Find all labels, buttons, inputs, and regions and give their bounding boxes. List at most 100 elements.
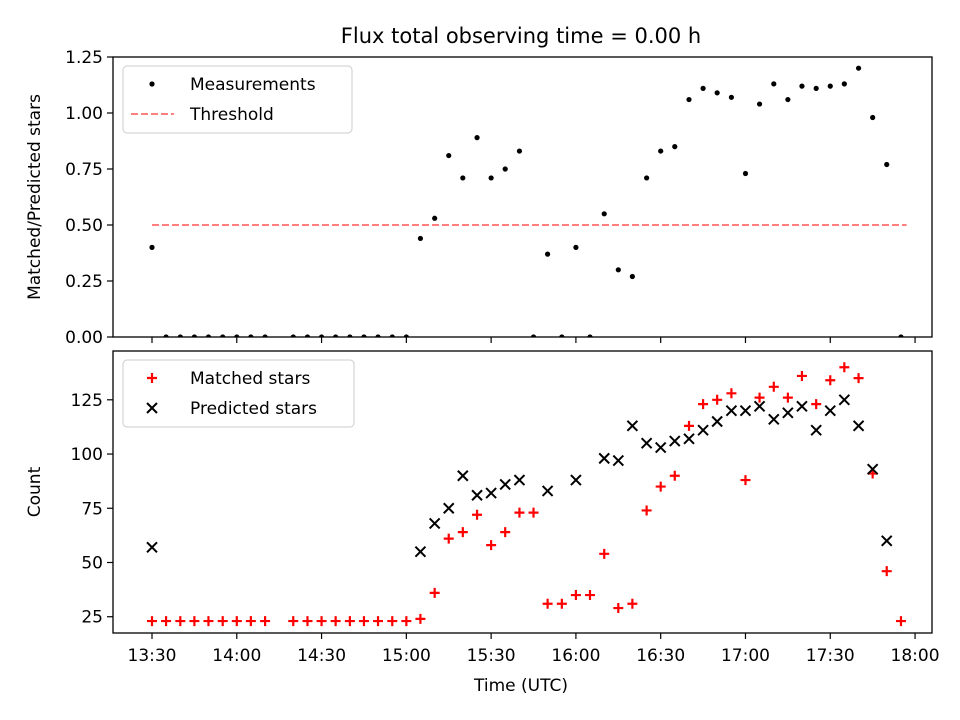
predicted-star-point <box>598 452 610 465</box>
matched-star-point <box>570 590 581 601</box>
matched-star-point <box>147 616 157 627</box>
matched-star-point <box>811 399 822 410</box>
predicted-star-point <box>146 541 158 554</box>
x-tick-label: 14:00 <box>212 646 261 666</box>
matched-star-point <box>528 507 539 518</box>
legend-label: Measurements <box>190 75 316 95</box>
y-tick-label: 1.25 <box>65 48 103 68</box>
legend-box <box>122 359 355 428</box>
measurement-point <box>756 101 763 107</box>
chart-title: Flux total observing time = 0.00 h <box>341 24 701 48</box>
predicted-star-point <box>414 545 427 558</box>
predicted-star-point <box>810 424 822 436</box>
legend-marker-matched <box>147 373 157 383</box>
measurement-point <box>446 152 452 159</box>
matched-star-point <box>217 616 228 627</box>
measurement-point <box>813 85 819 91</box>
predicted-star-point <box>626 420 639 432</box>
matched-star-point <box>613 603 624 614</box>
matched-star-point <box>373 616 384 627</box>
matched-star-point <box>288 616 299 627</box>
measurement-point <box>841 81 847 87</box>
predicted-star-point <box>852 420 865 432</box>
matched-star-point <box>443 533 454 544</box>
measurement-point <box>502 166 508 172</box>
matched-star-point <box>782 392 793 403</box>
measurement-point <box>488 175 494 181</box>
matched-star-point <box>358 616 369 627</box>
measurement-point <box>516 148 523 154</box>
matched-star-point <box>486 540 497 551</box>
measurement-point <box>728 94 735 100</box>
predicted-star-point <box>683 433 695 445</box>
matched-star-point <box>387 616 398 627</box>
predicted-star-point <box>782 407 794 419</box>
predicted-star-point <box>838 394 851 406</box>
measurement-point <box>742 170 749 177</box>
y-tick-label: 50 <box>81 554 103 574</box>
predicted-star-point <box>640 437 653 449</box>
y-tick-label: 0.50 <box>65 216 103 236</box>
y-tick-label: 125 <box>71 391 103 411</box>
y-tick-label: 100 <box>71 445 103 465</box>
legend-label: Threshold <box>189 105 274 125</box>
measurement-point <box>686 96 692 103</box>
matched-star-point <box>740 475 751 486</box>
predicted-star-point <box>796 400 808 413</box>
legend-box <box>122 65 353 134</box>
predicted-star-point <box>485 487 497 499</box>
matched-star-point <box>344 616 355 627</box>
predicted-star-point <box>541 485 554 497</box>
y-tick-label: 0.75 <box>65 160 103 180</box>
x-tick-label: 17:30 <box>806 646 855 666</box>
predicted-star-point <box>866 463 879 475</box>
matched-star-point <box>754 392 765 403</box>
legend-marker-predicted <box>146 402 158 414</box>
predicted-star-point <box>471 489 483 501</box>
measurement-point <box>884 161 890 168</box>
predicted-star-point <box>669 435 681 447</box>
predicted-star-point <box>499 478 511 491</box>
legend-label: Predicted stars <box>190 399 317 419</box>
y-tick-label: 0.25 <box>65 272 103 292</box>
measurement-point <box>601 211 607 217</box>
predicted-star-point <box>697 424 709 436</box>
axes-frame <box>112 350 933 634</box>
x-tick-label: 15:00 <box>382 646 431 666</box>
matched-star-point <box>415 613 426 624</box>
measurement-point <box>149 244 155 250</box>
y-tick-label: 1.00 <box>65 104 103 124</box>
y-tick-label: 25 <box>81 608 103 628</box>
matched-star-point <box>684 420 695 431</box>
measurement-point <box>474 135 480 141</box>
x-tick-label: 13:30 <box>128 646 177 666</box>
matched-star-point <box>472 509 483 520</box>
predicted-star-point <box>457 470 469 482</box>
matched-star-point <box>231 616 242 627</box>
ratio-panel: 0.00 0.25 0.50 0.75 1.00 1.25 Matched/Predicte… <box>25 48 933 348</box>
y-tick-label: 75 <box>81 499 103 519</box>
matched-star-point <box>542 598 553 609</box>
x-tick-label: 17:00 <box>721 646 770 666</box>
matched-star-point <box>457 527 468 538</box>
x-tick-label: 15:30 <box>467 646 516 666</box>
matched-star-point <box>203 616 214 627</box>
matched-star-point <box>556 598 567 609</box>
measurement-point <box>714 90 720 96</box>
predicted-star-point <box>725 404 738 417</box>
matched-star-point <box>500 527 511 538</box>
measurement-point <box>870 114 876 121</box>
matched-star-point <box>627 598 638 609</box>
predicted-star-point <box>881 535 893 547</box>
measurement-point <box>460 175 466 181</box>
matched-star-point <box>302 616 313 627</box>
measurement-point <box>432 215 438 221</box>
predicted-star-point <box>654 441 667 454</box>
predicted-star-point <box>739 404 752 417</box>
measurement-point <box>672 144 678 150</box>
x-tick-label: 16:00 <box>551 646 600 666</box>
measurement-point <box>644 175 650 181</box>
matched-star-point <box>669 470 680 481</box>
measurement-point <box>855 65 862 71</box>
